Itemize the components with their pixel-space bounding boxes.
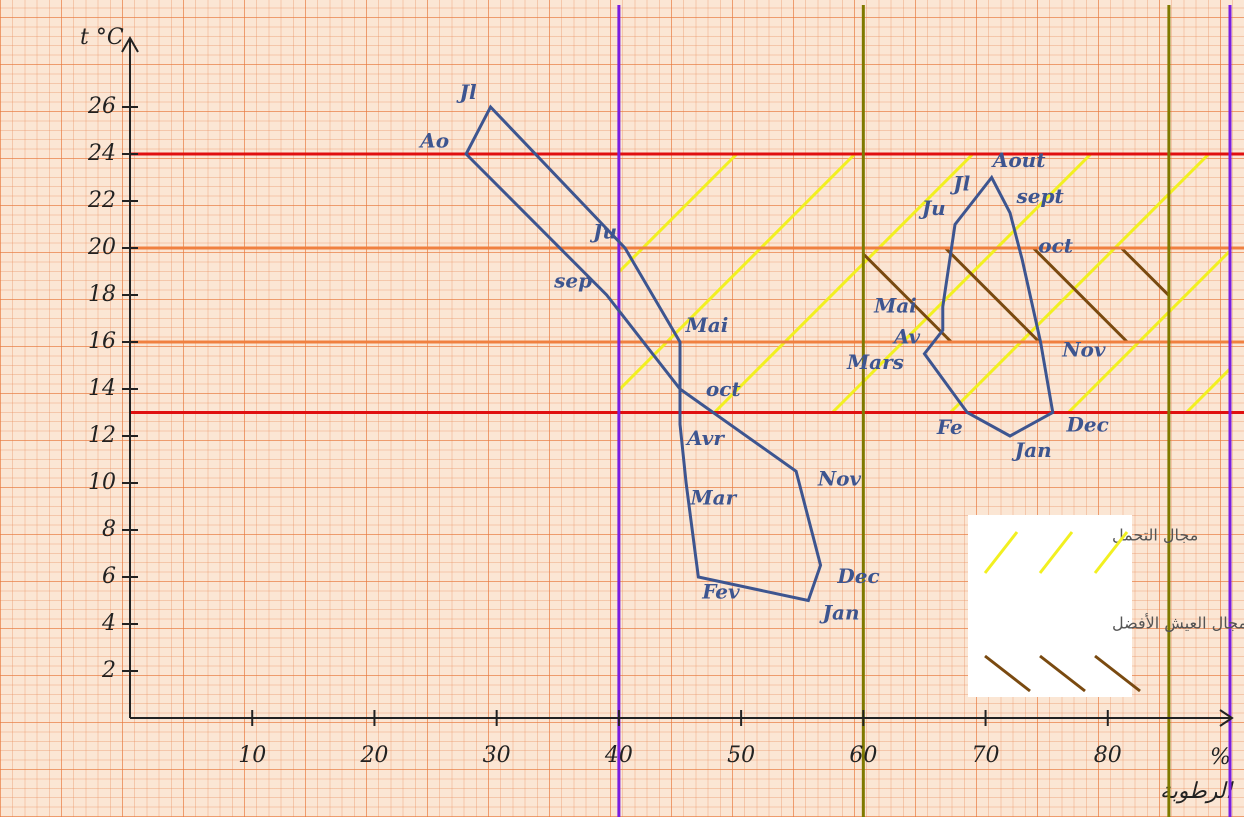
legend-box xyxy=(968,515,1132,697)
point-label: Avr xyxy=(685,426,725,450)
y-tick-label: 16 xyxy=(88,329,116,354)
hatch xyxy=(1185,366,1230,413)
y-tick-label: 10 xyxy=(88,470,116,495)
x-axis-label: % xyxy=(1210,745,1231,770)
y-tick-label: 8 xyxy=(102,517,116,542)
hatch xyxy=(863,339,865,342)
x-axis-label-2: الرطوبة xyxy=(1160,779,1235,804)
legend-swatch xyxy=(1038,531,1074,574)
point-label: Mai xyxy=(873,294,917,318)
x-tick-label: 50 xyxy=(727,743,755,768)
y-axis-label: t °C xyxy=(80,25,124,50)
x-tick-label: 30 xyxy=(483,743,511,768)
legend-swatch xyxy=(984,654,1031,693)
point-label: Mar xyxy=(690,485,738,509)
y-tick-label: 4 xyxy=(101,611,116,636)
y-tick-label: 22 xyxy=(87,188,116,213)
point-label: Ju xyxy=(589,219,617,243)
x-tick-label: 40 xyxy=(604,743,633,768)
hatch xyxy=(618,154,738,275)
hatch xyxy=(1209,248,1244,342)
hatch xyxy=(713,154,974,413)
point-label: sept xyxy=(1015,184,1064,208)
hatch xyxy=(944,248,1041,342)
point-label: Ao xyxy=(418,128,449,152)
point-label: sep xyxy=(553,268,592,292)
hatch xyxy=(831,154,1092,413)
point-label: Aout xyxy=(991,148,1046,172)
hatch xyxy=(863,251,953,342)
zone xyxy=(618,154,1230,413)
point-label: oct xyxy=(706,377,742,401)
point-label: Jl xyxy=(949,172,970,196)
y-tick-label: 6 xyxy=(102,564,116,589)
legend-swatch xyxy=(1039,654,1086,693)
y-tick-label: 20 xyxy=(87,235,116,260)
y-axis-arrow xyxy=(121,35,139,53)
legend-swatch xyxy=(1094,654,1141,693)
x-tick-label: 70 xyxy=(972,743,1000,768)
hatch xyxy=(618,154,856,393)
point-label: Ju xyxy=(918,196,946,220)
y-tick-label: 12 xyxy=(88,423,116,448)
legend-label: مجال العيش الأفضل xyxy=(1112,613,1244,634)
point-label: Dec xyxy=(1066,413,1109,437)
x-tick-label: 10 xyxy=(238,743,266,768)
climate-polygon xyxy=(922,174,1055,438)
x-tick-label: 80 xyxy=(1094,743,1122,768)
climate-polygon xyxy=(464,104,823,603)
hatch xyxy=(949,154,1210,413)
legend-swatch xyxy=(983,531,1019,574)
hatch xyxy=(1032,248,1129,342)
legend-label: مجال التحمل xyxy=(1112,526,1198,545)
x-tick-label: 20 xyxy=(359,743,388,768)
point-label: oct xyxy=(1038,234,1074,258)
point-label: Nov xyxy=(817,467,862,491)
x-tick-label: 60 xyxy=(849,743,877,768)
point-label: Jl xyxy=(456,80,477,104)
y-tick-label: 18 xyxy=(88,282,116,307)
hatch xyxy=(1067,248,1230,413)
point-label: Mars xyxy=(846,350,904,374)
point-label: Nov xyxy=(1061,337,1106,361)
point-label: Jan xyxy=(1011,438,1052,462)
legend-swatch xyxy=(1093,531,1129,574)
point-label: Mai xyxy=(685,313,729,337)
y-tick-label: 26 xyxy=(87,94,116,119)
y-tick-label: 14 xyxy=(88,376,116,401)
point-label: Jan xyxy=(819,600,860,624)
y-tick-label: 24 xyxy=(87,141,116,166)
zone xyxy=(863,248,1244,342)
y-tick-label: 2 xyxy=(101,658,116,683)
point-label: Av xyxy=(892,325,921,349)
point-label: Fe xyxy=(936,415,963,439)
point-label: Dec xyxy=(836,564,879,588)
x-axis-arrow xyxy=(1219,709,1234,727)
point-label: Fev xyxy=(701,579,740,603)
